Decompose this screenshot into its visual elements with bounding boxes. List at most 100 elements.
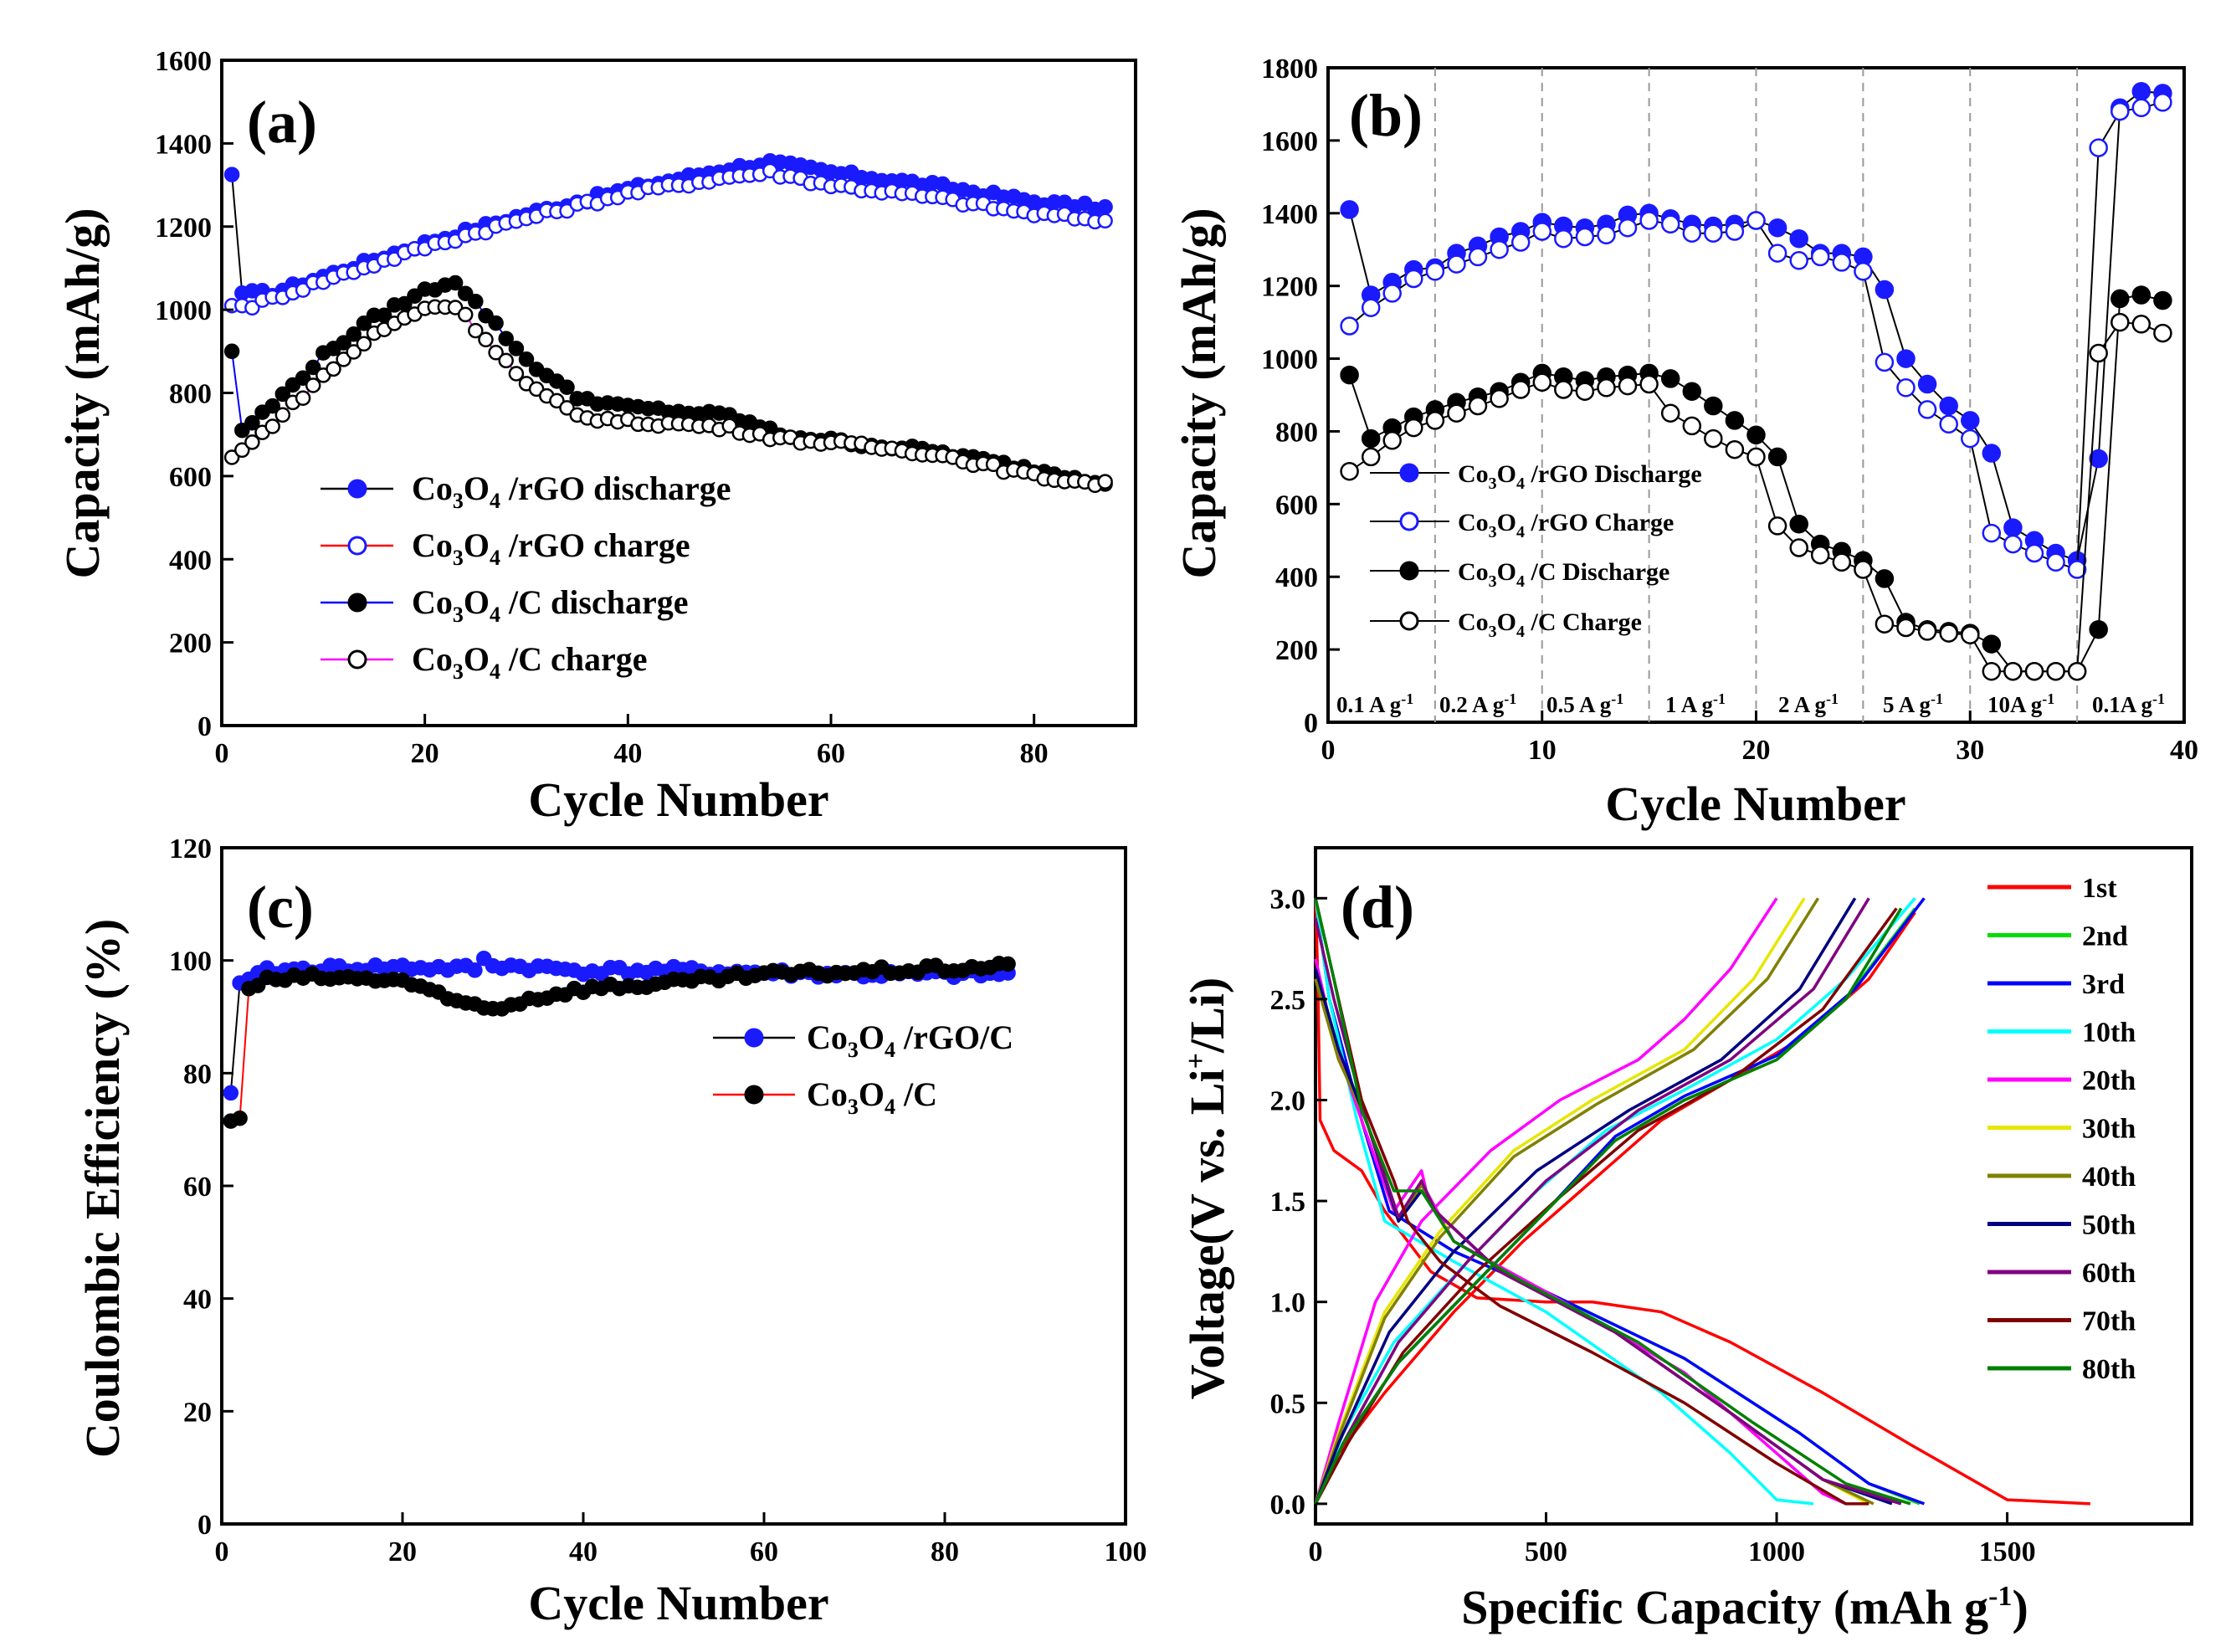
y-tick-label: 40 [183, 1285, 212, 1316]
x-tick-label: 0 [1309, 1537, 1323, 1567]
b-rgo-discharge-point [1982, 444, 2002, 463]
b-rgo-discharge-point [1939, 396, 1958, 416]
b-rgo-discharge-point [2003, 518, 2023, 537]
panel-d-frame [1314, 846, 2193, 1526]
legend-a-c-charge-marker [347, 649, 367, 670]
b-c-discharge-point [1660, 369, 1680, 388]
panel-c-label: (c) [247, 874, 314, 941]
b-c-discharge-point [1682, 382, 1702, 401]
b-c-charge-point [2153, 323, 2172, 343]
y-tick-label: 1800 [1261, 54, 1318, 85]
a-c-charge-point [223, 449, 240, 465]
legend-b-c-discharge-marker [1399, 561, 1419, 581]
panel-c-ylabel: Coulombic Efficiency (%) [75, 919, 130, 1458]
panel-a-label: (a) [247, 89, 317, 156]
a-c-charge-point [721, 418, 737, 434]
panel-d-ylabel: Voltage(V vs. Li+/Li) [1180, 977, 1234, 1399]
x-tick-label: 1500 [1979, 1537, 2036, 1567]
legend-d-label-2nd: 2nd [2082, 921, 2128, 952]
b-rgo-charge-point [1982, 523, 2002, 543]
panel-c-plot [223, 950, 1016, 1129]
curve-80th-charge [1314, 907, 1903, 1505]
b-c-charge-point [1982, 661, 2002, 681]
curve-10th-charge [1314, 897, 1916, 1505]
b-c-charge-point [1917, 622, 1937, 641]
svg-text:Co3O4 /rGO Charge: Co3O4 /rGO Charge [1458, 509, 1674, 541]
y-tick-label: 1600 [155, 46, 212, 77]
y-tick-label: 80 [183, 1059, 212, 1090]
a-c-discharge-point [447, 274, 464, 291]
y-tick-label: 120 [169, 834, 212, 864]
y-tick-label: 800 [169, 379, 212, 410]
rate-label-1: 0.1 A g-1 [1336, 690, 1413, 717]
y-tick-label: 1.5 [1270, 1187, 1306, 1218]
curve-60th-charge [1314, 897, 1870, 1505]
rate-label-7: 10A g-1 [1987, 690, 2054, 717]
b-c-charge-point [1639, 374, 1659, 394]
b-rgo-discharge-point [1961, 411, 1980, 430]
b-c-discharge-point [1725, 411, 1745, 430]
rate-label-8: 0.1A g-1 [2092, 690, 2165, 717]
a-c-charge-point [264, 418, 280, 434]
rate-label-4: 1 A g-1 [1665, 690, 1726, 717]
y-tick-label: 0 [197, 711, 212, 742]
a-rgo-charge-point [295, 282, 311, 298]
svg-text:Co3O4 /rGO Discharge: Co3O4 /rGO Discharge [1458, 460, 1702, 493]
curve-20th-discharge [1314, 958, 1847, 1506]
b-rgo-charge-point [1575, 227, 1595, 247]
b-rgo-charge-point [1404, 269, 1423, 289]
y-tick-label: 20 [183, 1397, 212, 1428]
svg-text:Co3O4 /rGO charge: Co3O4 /rGO charge [412, 526, 690, 570]
a-c-discharge-point [488, 315, 504, 331]
curve-2nd-discharge [1314, 898, 1921, 1506]
c-rgo-point [467, 962, 483, 978]
panel-d-label: (d) [1341, 874, 1414, 941]
b-c-charge-point [1789, 538, 1808, 557]
a-c-charge-point [498, 352, 514, 369]
b-rgo-charge-point [1468, 247, 1488, 267]
a-c-discharge-point [498, 331, 514, 346]
panel-b-ticks: 0 10 20 30 400200400600800100012001400160018… [1261, 54, 2198, 766]
panel-c: 0 20 40 60 80 100 0 20 40 60 80 100 120 (c) Cycle Nu… [75, 834, 1147, 1630]
legend-d-label-70th: 70th [2082, 1306, 2136, 1337]
a-c-discharge-point [356, 316, 372, 331]
b-rgo-charge-point [2003, 534, 2023, 554]
b-rgo-discharge-point [1875, 280, 1895, 300]
legend-b-c-discharge: Co3O4 /C Discharge [1370, 558, 1669, 591]
a-c-charge-point [508, 366, 525, 382]
b-c-discharge-point [1875, 569, 1895, 588]
panel-b-ylabel: Capacity (mAh/g) [1172, 208, 1226, 578]
panel-b-xlabel: Cycle Number [1605, 777, 1905, 831]
a-rgo-discharge-point [1097, 199, 1113, 215]
x-tick-label: 30 [1956, 735, 1984, 766]
a-c-charge-point [356, 336, 372, 352]
legend-a-rgo-charge: Co3O4 /rGO charge [321, 526, 690, 570]
b-c-charge-point [1682, 416, 1702, 436]
curve-80th-discharge [1314, 897, 1911, 1506]
legend-b-c-charge: Co3O4 /C Charge [1370, 608, 1642, 641]
b-rgo-discharge-point [1917, 374, 1937, 394]
y-tick-label: 1600 [1261, 126, 1318, 157]
b-c-charge-point [2089, 343, 2108, 363]
b-rgo-charge-point [1725, 222, 1745, 241]
y-tick-label: 3.0 [1270, 884, 1306, 915]
svg-text:Co3O4 /C charge: Co3O4 /C charge [412, 640, 648, 684]
a-c-charge-point [549, 392, 565, 409]
b-rgo-charge-point [2131, 98, 2152, 118]
a-rgo-charge-point [1097, 213, 1113, 229]
legend-d-label-80th: 80th [2082, 1354, 2136, 1385]
b-c-discharge-point [2110, 289, 2130, 309]
b-c-charge-point [1490, 389, 1509, 408]
a-c-charge-point [985, 456, 1002, 473]
panel-b-rate-labels: 0.1 A g-1 0.2 A g-1 0.5 A g-1 1 A g-1 2 … [1336, 690, 2165, 717]
panel-a-frame [220, 59, 1137, 727]
y-tick-label: 600 [169, 462, 212, 493]
curve-40th-charge [1314, 897, 1820, 1505]
x-tick-label: 40 [613, 738, 642, 769]
b-c-charge-point [2131, 315, 2152, 334]
c-c-point [232, 1110, 248, 1126]
b-rgo-charge-point [1447, 254, 1466, 274]
legend-c-rgo-marker [744, 1028, 764, 1048]
y-tick-label: 1400 [1261, 199, 1318, 230]
panel-a-ylabel: Capacity (mAh/g) [55, 208, 110, 578]
